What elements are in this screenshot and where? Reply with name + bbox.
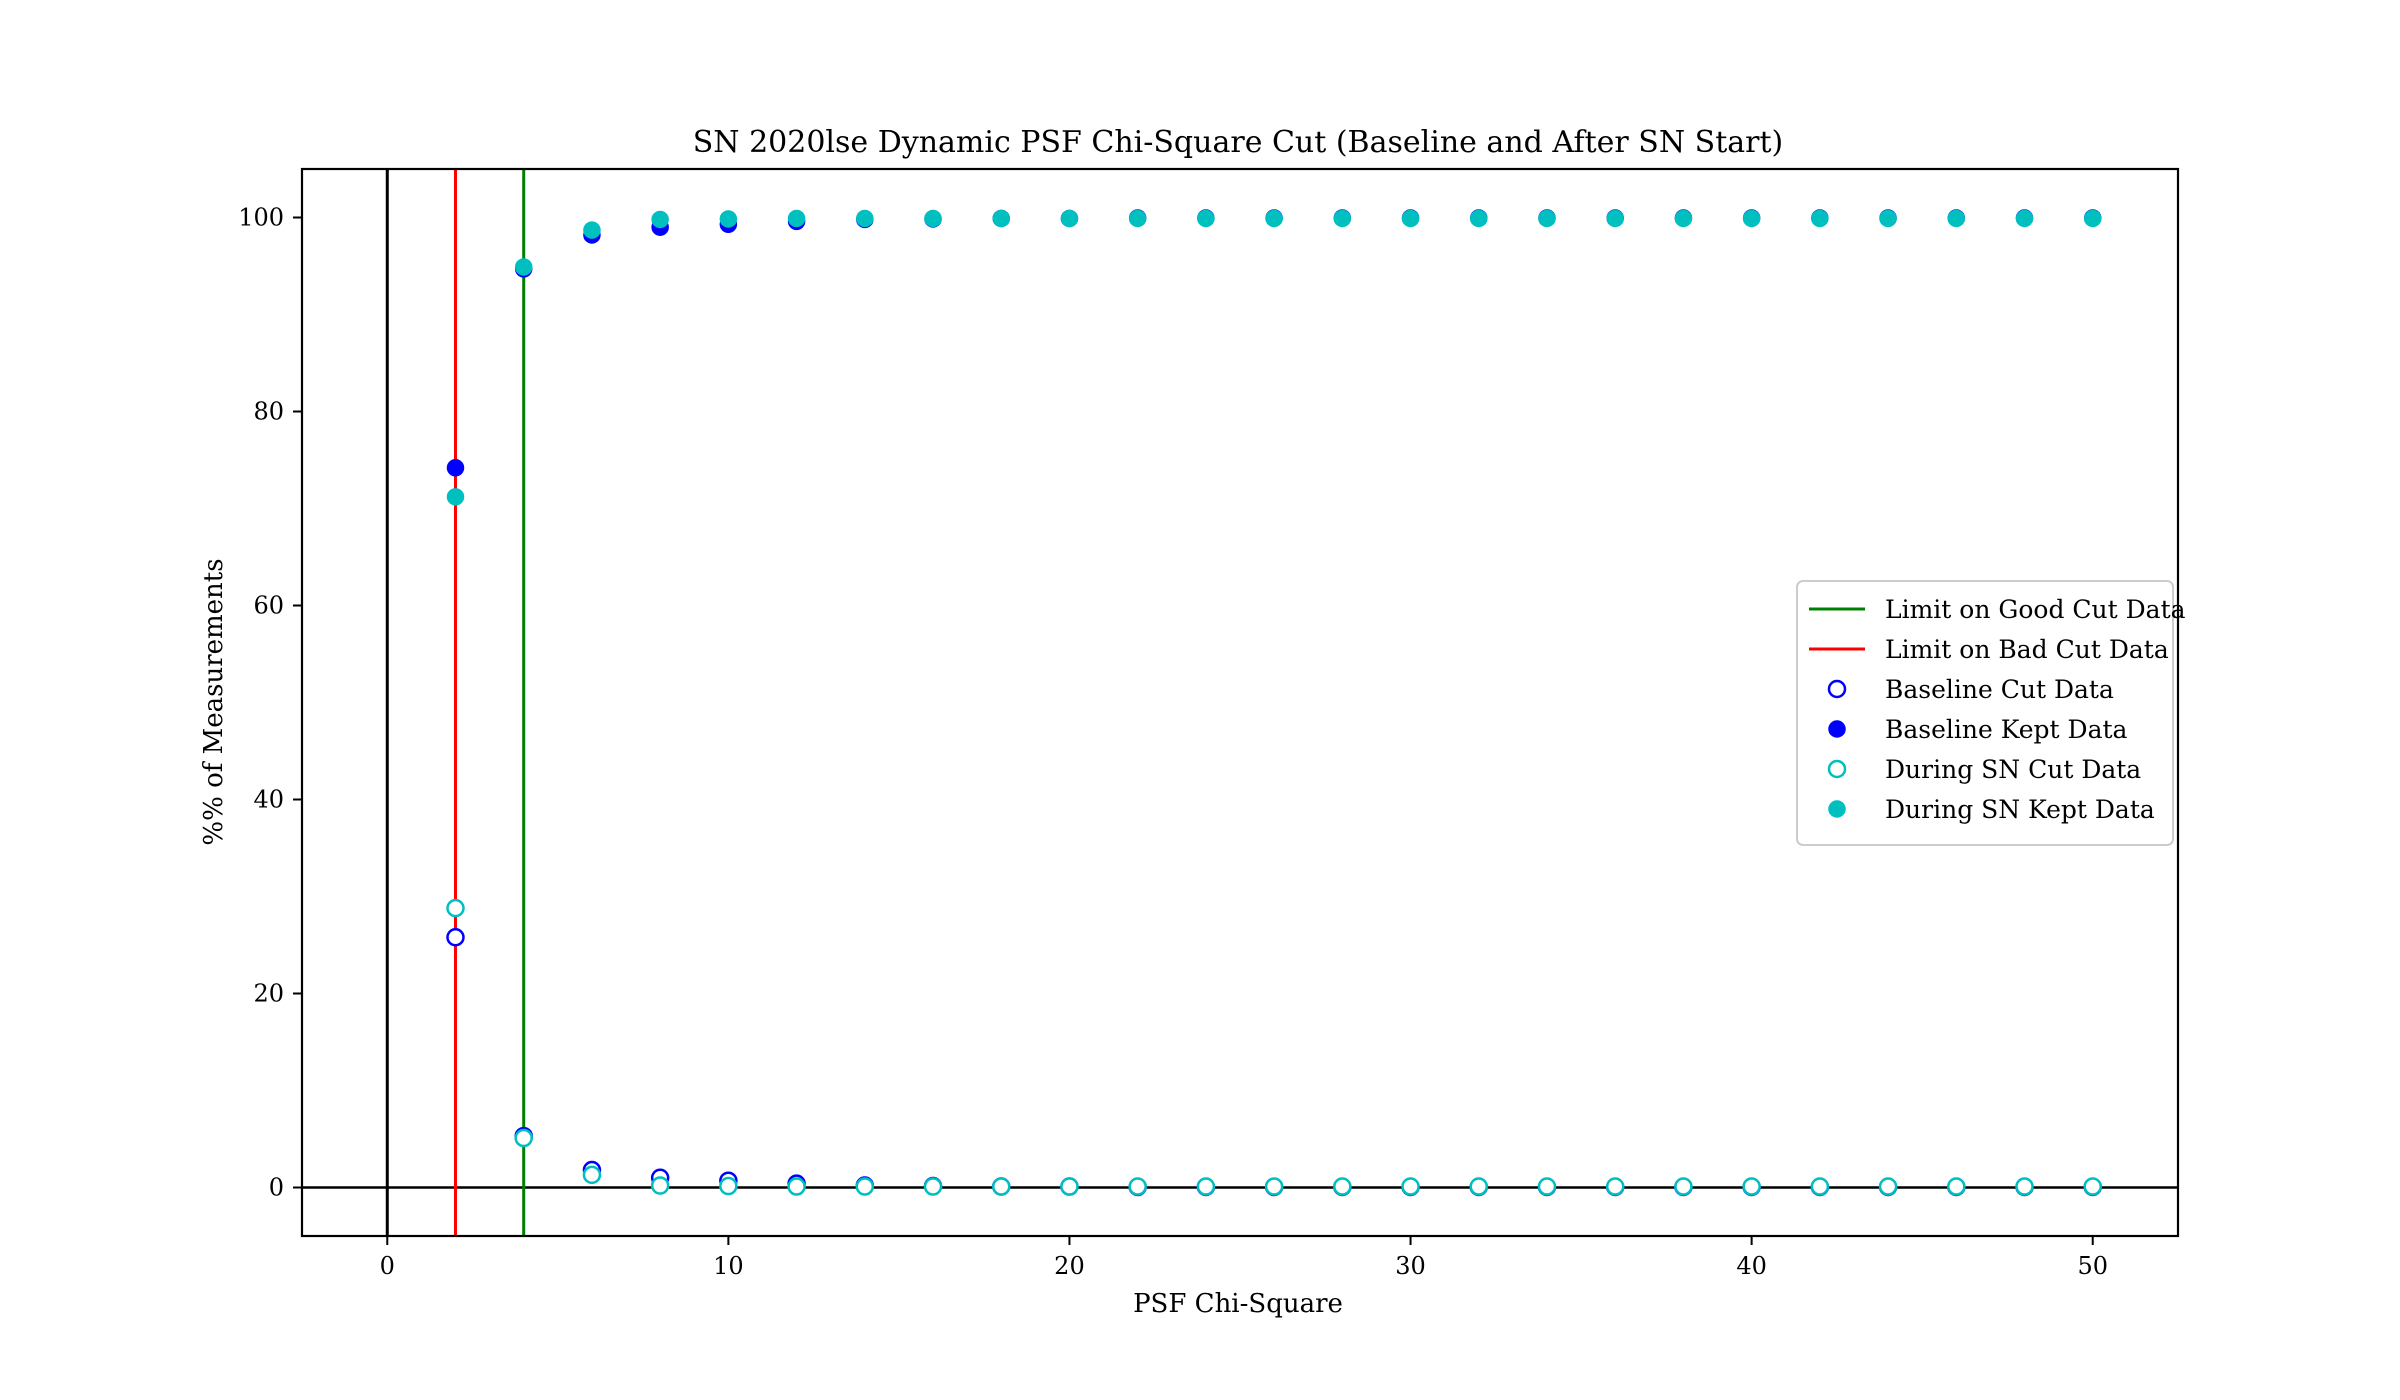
legend: Limit on Good Cut Data Limit on Bad Cut D… bbox=[1796, 580, 2186, 846]
data-point bbox=[1947, 209, 1966, 228]
data-point bbox=[2083, 1177, 2102, 1196]
y-tick-label: 60 bbox=[253, 592, 284, 620]
data-point bbox=[923, 1177, 943, 1196]
data-point bbox=[1469, 1177, 1489, 1196]
data-point bbox=[1537, 1177, 1557, 1196]
legend-marker-swatch bbox=[1828, 720, 1846, 738]
data-point bbox=[651, 210, 669, 229]
data-point bbox=[924, 209, 942, 228]
data-point bbox=[2015, 209, 2034, 228]
data-point bbox=[1401, 1177, 1420, 1196]
x-tick-label: 0 bbox=[380, 1252, 395, 1280]
data-point bbox=[787, 1177, 806, 1196]
data-point bbox=[2083, 209, 2102, 228]
data-point bbox=[1196, 1177, 1216, 1196]
legend-marker-swatch bbox=[1827, 679, 1847, 699]
data-point bbox=[650, 1176, 670, 1195]
series-during-sn-kept-data bbox=[446, 209, 2102, 506]
data-point bbox=[787, 209, 806, 228]
axes-frame bbox=[300, 167, 2180, 1238]
chart-title: SN 2020lse Dynamic PSF Chi-Square Cut (B… bbox=[693, 125, 1784, 160]
data-point bbox=[1470, 209, 1488, 228]
x-tick-label: 20 bbox=[1054, 1252, 1085, 1280]
data-point bbox=[1878, 1177, 1898, 1196]
data-point bbox=[2015, 1177, 2034, 1196]
y-tick-label: 20 bbox=[253, 980, 284, 1008]
data-point bbox=[1879, 209, 1897, 228]
data-point bbox=[719, 1176, 738, 1196]
y-axis-label: %% of Measurements bbox=[199, 558, 229, 845]
legend-entry: Baseline Cut Data bbox=[1827, 675, 2114, 704]
data-point bbox=[583, 221, 601, 239]
data-point bbox=[856, 209, 874, 228]
legend-label: Limit on Bad Cut Data bbox=[1885, 635, 2169, 664]
data-point bbox=[855, 1177, 875, 1196]
legend-entry: Limit on Bad Cut Data bbox=[1809, 635, 2169, 664]
x-tick-label: 40 bbox=[1736, 1252, 1767, 1280]
legend-label: Baseline Kept Data bbox=[1885, 715, 2128, 744]
data-point bbox=[1128, 1177, 1147, 1196]
plot-area: 0 10 20 30 40 50 0 20 40 60 80 100 bbox=[238, 167, 2180, 1280]
data-point bbox=[1128, 209, 1147, 228]
data-point bbox=[1060, 209, 1079, 228]
data-point bbox=[1060, 1177, 1079, 1196]
data-point bbox=[1264, 1177, 1284, 1196]
y-tick-label: 100 bbox=[238, 204, 284, 232]
legend-marker-swatch bbox=[1827, 759, 1847, 779]
data-point bbox=[446, 488, 465, 506]
data-point bbox=[1538, 209, 1556, 228]
data-point bbox=[1674, 209, 1693, 228]
data-point bbox=[514, 258, 533, 276]
x-tick-label: 50 bbox=[2077, 1252, 2108, 1280]
y-tick-label: 80 bbox=[253, 398, 284, 426]
legend-label: Baseline Cut Data bbox=[1885, 675, 2114, 704]
x-axis-label: PSF Chi-Square bbox=[1133, 1289, 1343, 1319]
legend-marker-swatch bbox=[1828, 800, 1846, 818]
legend-label: During SN Cut Data bbox=[1885, 755, 2141, 784]
y-tick-label: 40 bbox=[253, 786, 284, 814]
data-point bbox=[1674, 1177, 1693, 1196]
data-point bbox=[446, 927, 465, 947]
legend-entry: Limit on Good Cut Data bbox=[1809, 595, 2186, 624]
data-point bbox=[1265, 209, 1283, 228]
data-point bbox=[1606, 209, 1624, 228]
legend-entry: During SN Cut Data bbox=[1827, 755, 2141, 784]
data-point bbox=[1742, 1177, 1761, 1196]
x-tick-label: 30 bbox=[1395, 1252, 1426, 1280]
data-point bbox=[1333, 1177, 1352, 1196]
legend-label: During SN Kept Data bbox=[1885, 795, 2155, 824]
data-point bbox=[1333, 209, 1352, 228]
legend-box bbox=[1796, 580, 2174, 846]
legend-label: Limit on Good Cut Data bbox=[1885, 595, 2186, 624]
data-point bbox=[1605, 1177, 1625, 1196]
legend-entry: Baseline Kept Data bbox=[1828, 715, 2128, 744]
data-point bbox=[1742, 209, 1761, 228]
y-tick-label: 0 bbox=[269, 1174, 284, 1202]
data-point bbox=[719, 210, 738, 228]
data-point bbox=[1811, 209, 1829, 228]
series-during-sn-cut-data bbox=[446, 898, 2102, 1196]
plot-data-layer bbox=[302, 169, 2178, 1236]
x-tick-label: 10 bbox=[713, 1252, 744, 1280]
data-point bbox=[446, 898, 465, 918]
data-point bbox=[582, 1165, 602, 1185]
data-point bbox=[1947, 1177, 1966, 1196]
data-point bbox=[1401, 209, 1420, 228]
data-point bbox=[992, 209, 1010, 228]
data-point bbox=[446, 459, 465, 477]
data-point bbox=[1197, 209, 1215, 228]
legend-entry: During SN Kept Data bbox=[1828, 795, 2155, 824]
data-point bbox=[991, 1177, 1011, 1196]
data-point bbox=[1810, 1177, 1830, 1196]
data-point bbox=[514, 1128, 533, 1148]
